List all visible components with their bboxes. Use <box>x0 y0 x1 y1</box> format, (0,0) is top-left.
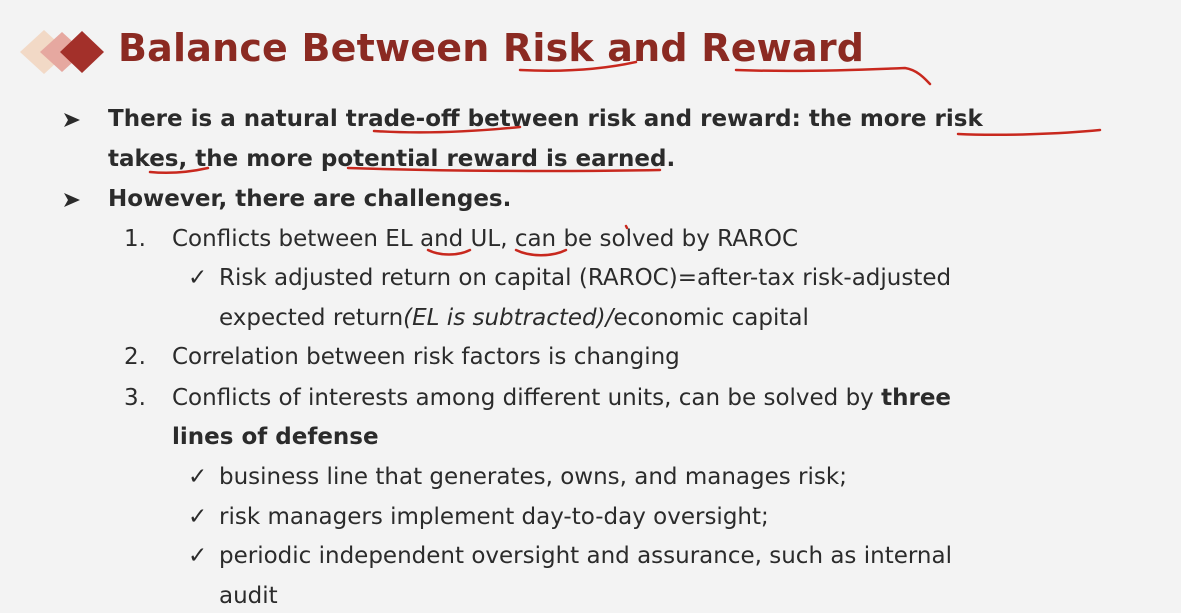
bullet-1-line-2: takes, the more potential reward is earn… <box>108 146 676 172</box>
title-part-1: Balance Between <box>118 26 503 70</box>
item-1-sub-line-2: expected return(EL is subtracted)/econom… <box>219 303 809 333</box>
item-1-number: 1. <box>124 226 146 252</box>
item-2-number: 2. <box>124 344 146 370</box>
item-3-sub-1: business line that generates, owns, and … <box>219 464 847 490</box>
title-word-risk: Risk <box>502 26 594 70</box>
item-3-text-bold: three <box>881 385 952 411</box>
item-1-sub-line-1: Risk adjusted return on capital (RAROC)=… <box>219 265 952 291</box>
arrow-bullet-icon <box>64 193 80 207</box>
bullet-1-line-1: There is a natural trade-off between ris… <box>108 106 983 132</box>
check-icon: ✓ <box>188 464 208 490</box>
item-3-text-a: Conflicts of interests among different u… <box>172 385 882 411</box>
arrow-bullet-icon <box>64 113 80 127</box>
item-3-sub-3: periodic independent oversight and assur… <box>219 543 952 569</box>
title-part-2: and <box>593 26 702 70</box>
title-word-reward: Reward <box>701 26 865 70</box>
item-1-sub-line-2-italic: (EL is subtracted)/ <box>403 305 614 331</box>
item-3-number: 3. <box>124 385 146 411</box>
slide-title: Balance Between Risk and Reward <box>118 26 864 70</box>
item-1-sub-line-2-a: expected return <box>219 305 404 331</box>
item-3-sub-2: risk managers implement day-to-day overs… <box>219 504 769 530</box>
item-1-text: Conflicts between EL and UL, can be solv… <box>172 226 799 252</box>
underline-reward <box>734 66 932 86</box>
item-3-sub-3-line-2: audit <box>219 583 278 609</box>
check-icon: ✓ <box>188 504 208 530</box>
item-1-sub-line-2-c: economic capital <box>613 305 809 331</box>
check-icon: ✓ <box>188 265 208 291</box>
item-3-line-2: lines of defense <box>172 424 379 450</box>
item-2-text: Correlation between risk factors is chan… <box>172 344 680 370</box>
item-3-text: Conflicts of interests among different u… <box>172 383 951 413</box>
check-icon: ✓ <box>188 543 208 569</box>
bullet-2-text: However, there are challenges. <box>108 186 512 212</box>
title-diamond-logo <box>20 30 104 74</box>
